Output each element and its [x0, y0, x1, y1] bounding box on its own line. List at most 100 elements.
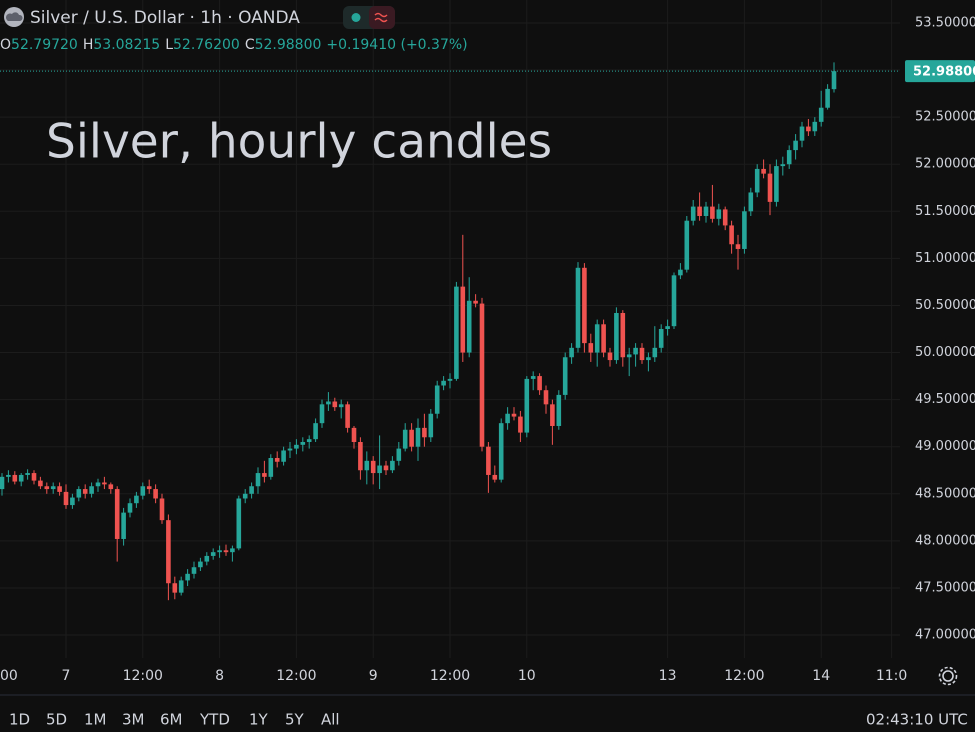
candle-body — [556, 394, 562, 426]
candle-body — [620, 312, 626, 358]
candle-body — [364, 460, 370, 471]
candle-body — [63, 491, 69, 506]
candle-body — [121, 512, 126, 539]
candle-body — [204, 555, 210, 562]
y-tick-label: 51.50000 — [915, 204, 975, 219]
candle-body — [505, 413, 510, 424]
candle-body — [607, 352, 613, 361]
ohlc-key: O — [0, 37, 11, 53]
candle-body — [287, 448, 293, 451]
candle-body — [166, 520, 171, 584]
data-delay-icon — [374, 12, 388, 23]
candle-body — [127, 503, 133, 513]
candle-body — [345, 404, 350, 428]
y-tick-label: 52.50000 — [915, 110, 975, 125]
x-tick-label: 9 — [369, 668, 378, 684]
candle-body — [434, 385, 440, 414]
candle-body — [588, 343, 594, 353]
range-button[interactable]: All — [321, 711, 340, 729]
market-open-dot — [351, 13, 361, 22]
candle-body — [774, 166, 779, 202]
range-button[interactable]: 3M — [122, 711, 145, 729]
x-tick-label: 8 — [215, 668, 224, 684]
candle-body — [281, 450, 286, 462]
candle-body — [735, 244, 741, 249]
candle-body — [754, 168, 760, 193]
candle-body — [748, 192, 754, 212]
candle-body — [134, 495, 139, 504]
candle-body — [825, 88, 830, 108]
symbol-icon-glyph — [5, 12, 23, 21]
range-button[interactable]: 1D — [9, 711, 30, 729]
candle-body — [473, 300, 478, 304]
candle-body — [658, 329, 664, 348]
symbol-title: Silver / U.S. Dollar · 1h · OANDA — [30, 8, 300, 28]
candle-body — [223, 550, 229, 553]
y-tick-label: 49.00000 — [915, 439, 975, 454]
candle-body — [319, 404, 325, 424]
candle-body — [102, 482, 107, 485]
candle-body — [108, 484, 114, 490]
last-price-box — [905, 60, 975, 83]
range-button[interactable]: 5D — [46, 711, 67, 729]
candle-body — [18, 474, 24, 482]
candle-body — [684, 220, 690, 270]
candle-body — [562, 357, 568, 395]
x-tick-label: 11:0 — [876, 668, 907, 684]
candle-body — [415, 427, 421, 447]
candle-body — [338, 404, 344, 408]
candle-body — [377, 465, 382, 474]
ohlc-key: H — [83, 37, 94, 53]
candle-body — [767, 173, 773, 202]
candle-body — [38, 480, 43, 487]
last-price-label: 52.98800 — [913, 65, 975, 80]
candle-body — [761, 168, 766, 174]
candle-body — [153, 489, 158, 499]
candle-body — [582, 267, 587, 344]
candle-body — [441, 380, 446, 386]
candle-body — [537, 376, 542, 391]
range-button[interactable]: 1Y — [249, 711, 269, 729]
ohlc-value: 52.98800 — [255, 37, 322, 53]
settings-icon[interactable] — [942, 670, 954, 682]
range-button[interactable]: 6M — [160, 711, 183, 729]
x-tick-label: 00 — [0, 668, 18, 684]
candle-body — [57, 486, 62, 492]
candle-body — [146, 486, 152, 490]
candle-body — [351, 427, 357, 442]
candle-body — [812, 121, 818, 132]
candle-body — [466, 300, 472, 353]
candle-body — [44, 486, 50, 490]
candle-body — [716, 209, 722, 219]
y-tick-label: 51.00000 — [915, 251, 975, 266]
candle-body — [633, 347, 638, 355]
candle-body — [793, 140, 798, 151]
candle-body — [198, 561, 203, 568]
range-button[interactable]: YTD — [199, 711, 230, 729]
ohlc-key: C — [245, 37, 255, 53]
range-button[interactable]: 5Y — [285, 711, 305, 729]
candle-body — [678, 269, 683, 276]
candle-body — [710, 206, 715, 219]
candle-body — [76, 489, 82, 498]
candle-body — [31, 473, 37, 481]
candle-body — [268, 458, 274, 477]
candle-body — [25, 473, 30, 475]
candle-body — [70, 497, 75, 506]
candle-body — [690, 206, 696, 221]
candle-body — [159, 498, 165, 521]
candle-body — [236, 498, 242, 549]
ohlc-line: O52.79720 H53.08215 L52.76200 C52.98800 +0.1… — [0, 37, 468, 53]
candle-body — [697, 206, 702, 217]
candle-body — [313, 423, 318, 440]
range-button[interactable]: 1M — [84, 711, 107, 729]
candle-body — [786, 150, 792, 165]
x-tick-label: 14 — [812, 668, 830, 684]
candle-body — [460, 286, 466, 353]
candle-body — [262, 473, 267, 477]
x-tick-label: 7 — [62, 668, 71, 684]
candle-body — [799, 126, 805, 141]
x-tick-label: 12:00 — [724, 668, 764, 684]
candle-body — [390, 460, 395, 471]
candle-body — [300, 441, 306, 445]
